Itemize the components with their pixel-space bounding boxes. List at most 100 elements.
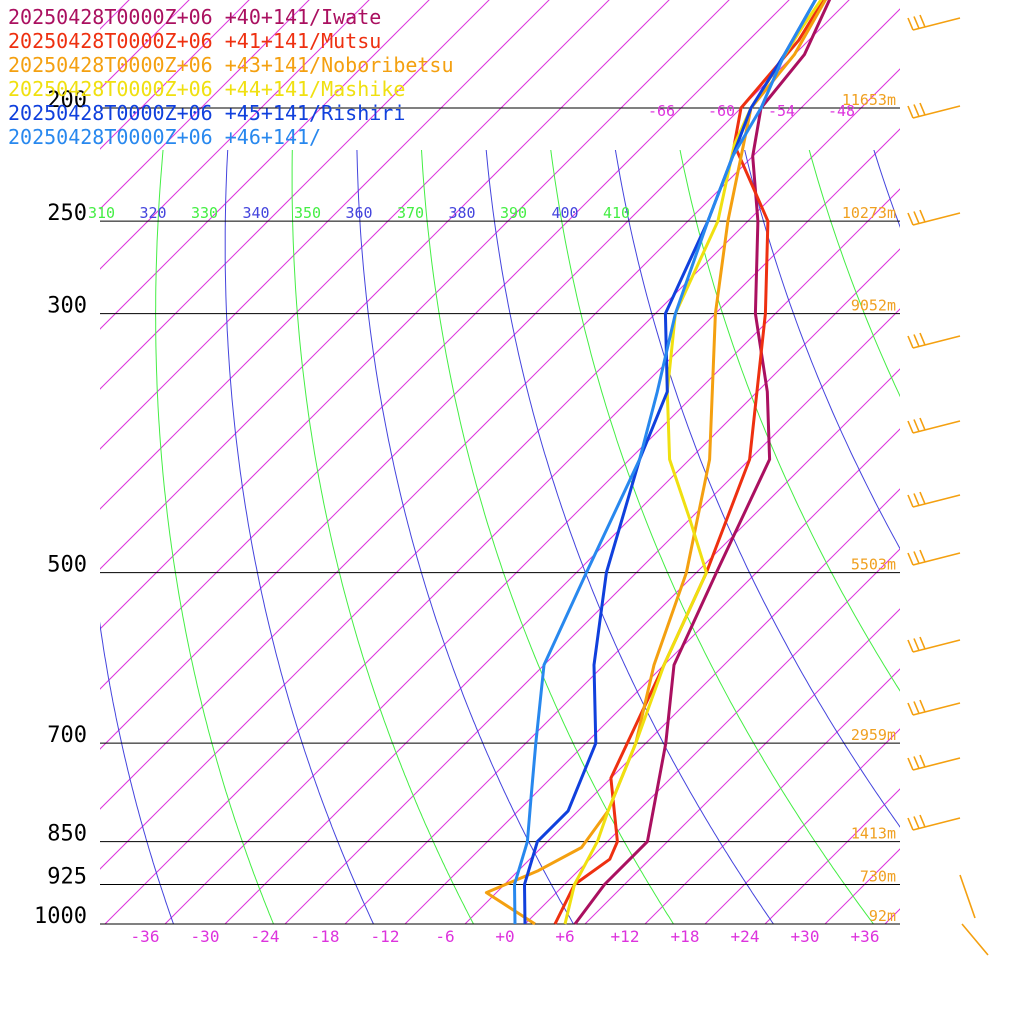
wind-barb	[907, 14, 961, 31]
wind-barb-flag	[919, 636, 926, 650]
x-tick-label: +12	[611, 927, 640, 946]
height-label: 11653m	[842, 91, 896, 109]
wind-barb-flag	[919, 491, 926, 505]
isotherm-line	[344, 368, 900, 924]
wind-barb-flag	[913, 493, 920, 506]
theta-label: 320	[140, 204, 167, 222]
wind-barb	[959, 874, 989, 956]
theta-label: 410	[603, 204, 630, 222]
pressure-gridlines: 10016104m15013508m20011653m25010273m3009…	[34, 88, 900, 929]
wind-barb	[907, 699, 961, 716]
theta-label: 310	[88, 204, 115, 222]
isotherm-line	[464, 488, 900, 924]
series-line-4	[563, 0, 823, 925]
wind-barb-flag	[913, 104, 920, 117]
x-tick-label: +36	[851, 927, 880, 946]
height-label: 92m	[869, 907, 896, 925]
wind-barb-staff	[912, 639, 961, 653]
wind-barb-flag	[919, 699, 926, 713]
wind-barb-flag	[907, 105, 914, 119]
isotherm-line	[404, 428, 900, 924]
wind-barb-flag	[907, 552, 914, 566]
isotherm-line	[584, 608, 900, 924]
dry-adiabat-line	[853, 0, 1024, 949]
x-tick-label: +6	[555, 927, 574, 946]
theta-label: 330	[191, 204, 218, 222]
isotherm-line	[224, 248, 900, 924]
legend-entry: 20250428T0000Z+06 +41+141/Mutsu	[8, 29, 381, 53]
x-tick-label: -36	[131, 927, 160, 946]
wind-barb-flag	[907, 17, 914, 31]
theta-label: 340	[243, 204, 270, 222]
wind-barb	[907, 636, 961, 653]
wind-barb-staff	[959, 874, 976, 919]
isotherm-line	[704, 728, 900, 924]
x-tick-label: +24	[731, 927, 760, 946]
wind-barb-staff	[912, 17, 961, 31]
isotherm-top-label: -60	[708, 102, 735, 120]
series-line-2	[553, 0, 826, 925]
legend-entry: 20250428T0000Z+06 +44+141/Mashike	[8, 77, 405, 101]
x-tick-label: -30	[191, 927, 220, 946]
height-label: 9052m	[851, 297, 896, 315]
height-label: 10273m	[842, 204, 896, 222]
dry-adiabat-line	[808, 150, 900, 398]
isotherm-line	[284, 308, 900, 924]
legend: 20250428T0000Z+06 +40+141/Iwate20250428T…	[8, 5, 454, 149]
pressure-label: 1000	[34, 904, 87, 929]
series-line-5	[523, 0, 818, 925]
theta-label: 390	[500, 204, 527, 222]
wind-barb-staff	[912, 212, 961, 226]
isotherm-line	[824, 848, 900, 924]
isotherm-top-label: -54	[768, 102, 795, 120]
dry-adiabat-line	[100, 621, 175, 924]
pressure-label: 700	[47, 723, 87, 748]
x-tick-label: -6	[435, 927, 454, 946]
pressure-label: 200	[47, 88, 87, 113]
wind-barb-flag	[913, 419, 920, 432]
legend-entry: 20250428T0000Z+06 +40+141/Iwate	[8, 5, 381, 29]
legend-entry: 20250428T0000Z+06 +43+141/Noboribetsu	[8, 53, 454, 77]
wind-barb	[907, 814, 961, 831]
wind-barb-flag	[907, 335, 914, 349]
dry-adiabat-line	[1003, 0, 1024, 949]
theta-label: 350	[294, 204, 321, 222]
isotherm-top-labels: -66 -60 -54 -48	[648, 102, 855, 120]
wind-barb-flag	[907, 639, 914, 653]
x-tick-label: -12	[371, 927, 400, 946]
pressure-label: 250	[47, 201, 87, 226]
legend-entry: 20250428T0000Z+06 +45+141/Rishiri	[8, 101, 405, 125]
wind-barb-staff	[912, 702, 961, 716]
height-label: 2959m	[851, 726, 896, 744]
dry-adiabat-line	[744, 150, 900, 550]
height-label: 730m	[860, 867, 896, 885]
dry-adiabat-line	[291, 150, 475, 924]
wind-barb-flag	[919, 14, 926, 28]
isotherm-top-label: -66	[648, 102, 675, 120]
wind-barb-flag	[919, 332, 926, 346]
dry-adiabat-line	[903, 0, 1024, 949]
wind-barb-flag	[913, 211, 920, 224]
wind-barb	[907, 754, 961, 771]
wind-barb-flag	[913, 756, 920, 769]
theta-labels: 310 320 330 340 350 360 370 380 390 400 410	[88, 204, 630, 222]
theta-label: 370	[397, 204, 424, 222]
theta-label: 360	[346, 204, 373, 222]
theta-label: 400	[552, 204, 579, 222]
wind-barb-flag	[919, 417, 926, 431]
legend-entry: 20250428T0000Z+06 +46+141/	[8, 125, 321, 149]
wind-barb	[907, 417, 961, 434]
wind-barb-staff	[912, 494, 961, 508]
wind-barb-flag	[907, 817, 914, 831]
x-tick-label: +30	[791, 927, 820, 946]
wind-barb-flag	[919, 549, 926, 563]
x-tick-label: -18	[311, 927, 340, 946]
wind-barb-flag	[913, 334, 920, 347]
wind-barb-flag	[907, 212, 914, 226]
x-tick-label: +18	[671, 927, 700, 946]
dry-adiabat-line	[679, 150, 900, 692]
pressure-label: 300	[47, 294, 87, 319]
wind-barb-flag	[913, 551, 920, 564]
wind-barb	[907, 332, 961, 349]
